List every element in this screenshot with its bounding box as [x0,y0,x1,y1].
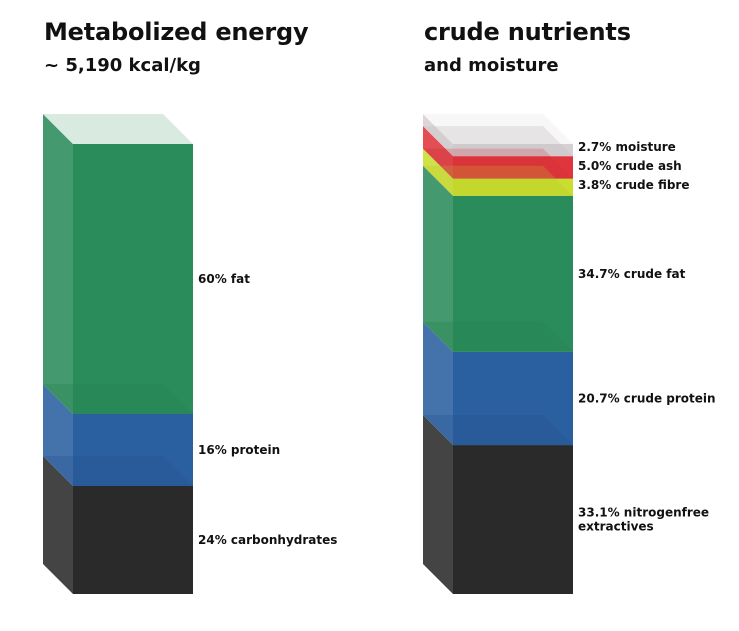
nutrient-5-0-crude-ash-bar [453,156,573,179]
energy-16-protein-label: 16% protein [198,443,280,457]
energy-24-carbonhydrates-side [43,456,73,594]
energy-16-protein-inner-edge [43,456,193,486]
nutrient-3-8-crude-fibre-bar [453,178,573,196]
energy-60-fat-side [43,114,73,414]
chart-title-crude-nutrients: crude nutrients [424,18,631,46]
nutrient-2-7-moisture-bar [453,144,573,157]
nutrient-20-7-crude-protein-inner-edge [423,415,573,446]
nutrients-stacked-bar: 33.1% nitrogenfree extractives 20.7% crude… [423,114,716,594]
nutrient-5-0-crude-ash-side [423,126,453,179]
nutrient-33-1-nitrogenfree-extractives-bar [453,445,573,594]
chart-title-metabolized-energy: Metabolized energy [44,18,309,46]
nutrient-33-1-nitrogenfree-extractives-label: 33.1% nitrogenfree extractives [578,506,709,534]
nutrient-33-1-nitrogenfree-extractives-side [423,415,453,594]
energy-60-fat-inner-edge [43,384,193,414]
chart-subtitle-energy-value: ~ 5,190 kcal/kg [44,55,201,76]
energy-stacked-bar: 24% carbonhydrates 16% protein 60% fat [43,114,337,594]
nutrient-bar-top-face [423,114,573,144]
nutrient-20-7-crude-protein-label: 20.7% crude protein [578,391,716,405]
energy-60-fat-label: 60% fat [198,272,250,286]
energy-16-protein-bar [73,414,193,486]
nutrient-5-0-crude-ash-inner-edge [423,148,573,179]
nutrient-3-8-crude-fibre-label: 3.8% crude fibre [578,178,689,192]
chart-subtitle-moisture: and moisture [424,55,559,76]
nutrient-34-7-crude-fat-inner-edge [423,321,573,352]
nutrient-2-7-moisture-label: 2.7% moisture [578,140,676,154]
nutrient-2-7-moisture-side [423,114,453,157]
nutrient-5-0-crude-ash-label: 5.0% crude ash [578,159,682,173]
energy-16-protein-side [43,384,73,486]
nutrient-34-7-crude-fat-label: 34.7% crude fat [578,267,686,281]
nutrient-2-7-moisture-inner-edge [423,126,573,157]
energy-24-carbonhydrates-label: 24% carbonhydrates [198,533,337,547]
nutrient-20-7-crude-protein-bar [453,351,573,446]
energy-60-fat-bar [73,144,193,414]
energy-24-carbonhydrates-bar [73,486,193,594]
nutrient-34-7-crude-fat-bar [453,195,573,352]
nutrient-34-7-crude-fat-side [423,165,453,352]
nutrient-3-8-crude-fibre-inner-edge [423,165,573,196]
nutrient-20-7-crude-protein-side [423,321,453,446]
nutrient-3-8-crude-fibre-side [423,148,453,196]
energy-bar-top-face [43,114,193,144]
